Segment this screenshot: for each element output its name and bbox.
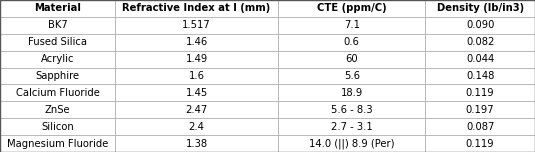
Text: CTE (ppm/C): CTE (ppm/C) [317, 3, 387, 13]
Text: 0.090: 0.090 [466, 20, 494, 30]
Bar [278, 101, 425, 118]
Text: 5.6 - 8.3: 5.6 - 8.3 [331, 105, 372, 115]
Bar [278, 34, 425, 51]
Text: 7.1: 7.1 [344, 20, 360, 30]
Text: 18.9: 18.9 [341, 88, 363, 98]
Bar [0, 101, 115, 118]
Text: 1.38: 1.38 [186, 139, 208, 149]
Bar [425, 118, 535, 135]
Bar [0, 34, 115, 51]
Text: BK7: BK7 [48, 20, 67, 30]
Bar [425, 17, 535, 34]
Bar [278, 118, 425, 135]
Bar [425, 67, 535, 85]
Bar [425, 85, 535, 101]
Bar [115, 101, 278, 118]
Text: Calcium Fluoride: Calcium Fluoride [16, 88, 100, 98]
Bar [115, 118, 278, 135]
Text: Fused Silica: Fused Silica [28, 37, 87, 47]
Bar [278, 17, 425, 34]
Text: 2.47: 2.47 [186, 105, 208, 115]
Text: Density (lb/in3): Density (lb/in3) [437, 3, 524, 13]
Bar [278, 51, 425, 67]
Text: 0.119: 0.119 [466, 88, 494, 98]
Bar [115, 17, 278, 34]
Bar [425, 0, 535, 17]
Text: 1.6: 1.6 [189, 71, 204, 81]
Text: Magnesium Fluoride: Magnesium Fluoride [7, 139, 108, 149]
Text: 0.044: 0.044 [466, 54, 494, 64]
Text: 1.46: 1.46 [186, 37, 208, 47]
Bar [115, 51, 278, 67]
Bar [425, 101, 535, 118]
Bar [115, 34, 278, 51]
Bar [0, 51, 115, 67]
Text: 1.45: 1.45 [186, 88, 208, 98]
Text: 5.6: 5.6 [344, 71, 360, 81]
Bar [425, 135, 535, 152]
Text: 1.49: 1.49 [186, 54, 208, 64]
Bar [278, 67, 425, 85]
Text: Silicon: Silicon [41, 122, 74, 132]
Text: 0.082: 0.082 [466, 37, 494, 47]
Bar [0, 135, 115, 152]
Text: 2.7 - 3.1: 2.7 - 3.1 [331, 122, 373, 132]
Bar [0, 67, 115, 85]
Bar [425, 34, 535, 51]
Text: 2.4: 2.4 [189, 122, 204, 132]
Text: 0.119: 0.119 [466, 139, 494, 149]
Text: 1.517: 1.517 [182, 20, 211, 30]
Bar [115, 135, 278, 152]
Bar [278, 85, 425, 101]
Bar [425, 51, 535, 67]
Text: 0.087: 0.087 [466, 122, 494, 132]
Text: Material: Material [34, 3, 81, 13]
Text: 0.197: 0.197 [466, 105, 494, 115]
Text: 0.6: 0.6 [344, 37, 360, 47]
Bar [0, 0, 115, 17]
Bar [278, 135, 425, 152]
Text: Acrylic: Acrylic [41, 54, 74, 64]
Bar [278, 0, 425, 17]
Bar [0, 118, 115, 135]
Bar [0, 85, 115, 101]
Text: Refractive Index at l (mm): Refractive Index at l (mm) [123, 3, 271, 13]
Bar [115, 85, 278, 101]
Text: ZnSe: ZnSe [45, 105, 70, 115]
Bar [115, 67, 278, 85]
Bar [115, 0, 278, 17]
Bar [0, 17, 115, 34]
Text: 14.0 (||) 8.9 (Per): 14.0 (||) 8.9 (Per) [309, 138, 394, 149]
Text: Sapphire: Sapphire [35, 71, 80, 81]
Text: 0.148: 0.148 [466, 71, 494, 81]
Text: 60: 60 [346, 54, 358, 64]
